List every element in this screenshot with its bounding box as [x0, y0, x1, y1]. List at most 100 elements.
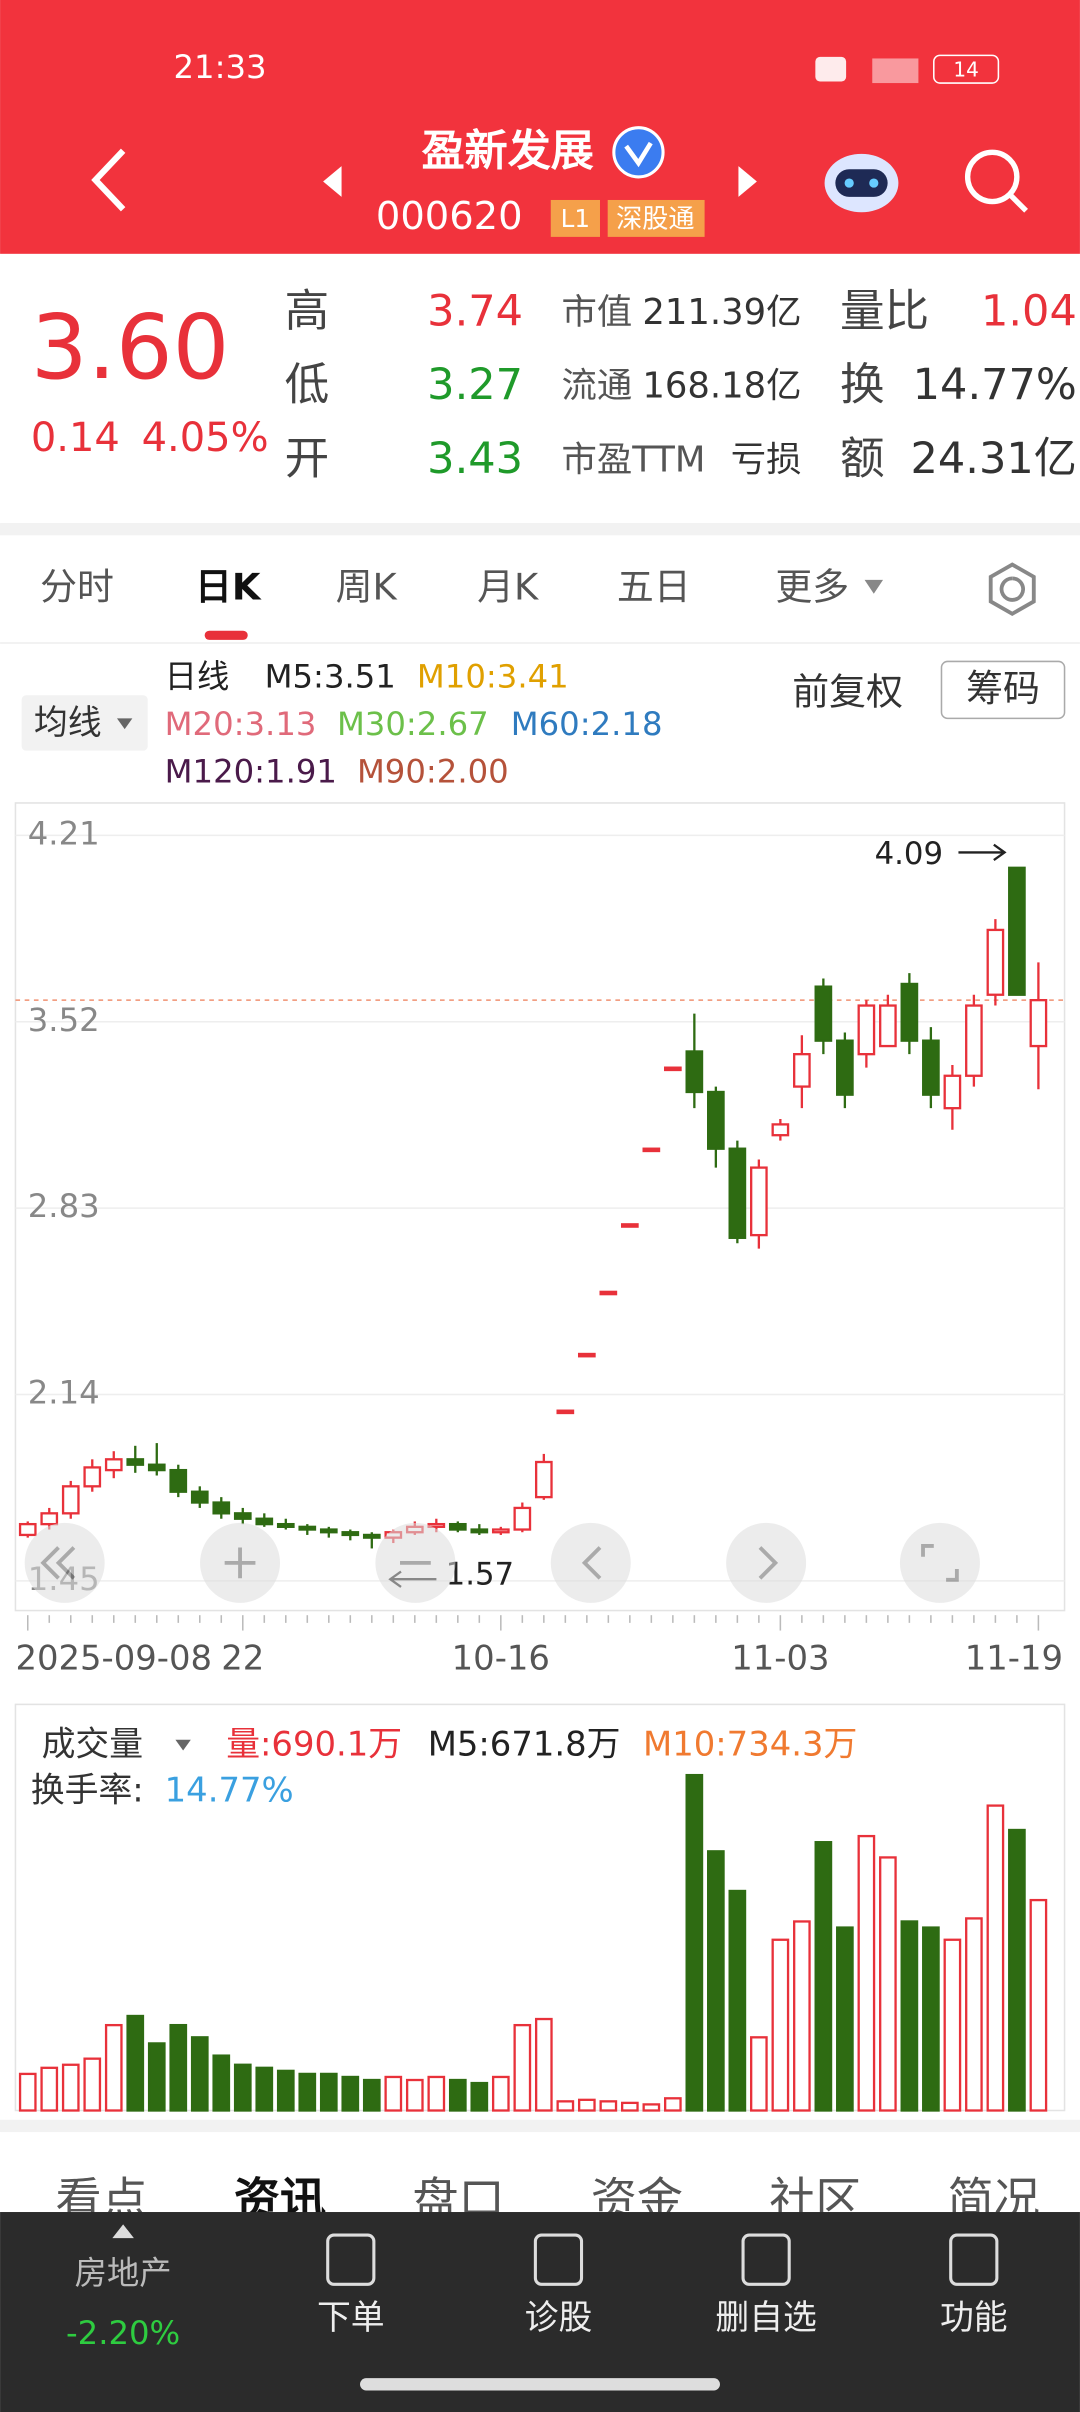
- tool-label[interactable]: 诊股: [525, 2298, 593, 2337]
- stat-value: 168.18亿: [642, 366, 801, 407]
- stat-value: 1.04: [981, 286, 1077, 336]
- volume-bar: [298, 2072, 317, 2112]
- candle-body: [319, 1528, 338, 1534]
- volume-bar: [965, 1917, 983, 2112]
- home-indicator: [360, 2378, 720, 2391]
- nav-next[interactable]: [726, 1522, 807, 1603]
- stat-label: 高: [285, 285, 330, 337]
- sector-name[interactable]: 房地产: [75, 2254, 172, 2292]
- candle-body: [922, 1039, 940, 1096]
- volume-bar: [104, 2023, 123, 2112]
- candle-body: [900, 982, 919, 1042]
- turnover-value: 14.77%: [165, 1771, 294, 1810]
- candle-body: [534, 1460, 553, 1499]
- tool-label[interactable]: 删自选: [715, 2298, 816, 2337]
- volume-bar: [61, 2063, 80, 2112]
- volume-bar: [836, 1926, 854, 2112]
- candle-body: [61, 1485, 80, 1515]
- stock-name: 盈新发展: [422, 126, 594, 176]
- volume-bar: [470, 2081, 489, 2112]
- volume-bar: [685, 1773, 704, 2112]
- chips-button[interactable]: [940, 660, 1066, 720]
- volume-bar: [642, 2103, 661, 2112]
- volume-arrow: [175, 1739, 191, 1751]
- badge-sgt: [607, 199, 705, 237]
- candle-body: [879, 1004, 897, 1048]
- price: 3.60: [31, 296, 230, 400]
- ma-button[interactable]: [21, 695, 148, 751]
- candle-body: [212, 1501, 231, 1515]
- period-tab[interactable]: 分时: [40, 566, 114, 609]
- volume-bar: [534, 2017, 553, 2112]
- kline-frame: [14, 802, 1066, 1612]
- robot-icon[interactable]: [824, 153, 899, 213]
- y-tick-label: 2.14: [28, 1373, 100, 1411]
- candle-body: [83, 1466, 102, 1488]
- period-tab[interactable]: 月K: [477, 566, 539, 609]
- volume-bar: [319, 2072, 338, 2112]
- candle-body: [126, 1458, 145, 1466]
- ma-item: M90:2.00: [357, 753, 509, 791]
- quote-stats: 高 3.74 市值 211.39亿 量比 1.04 低 3.27 流通 168.18亿换 14.77…: [285, 285, 1077, 485]
- stat-value: 亏损: [731, 439, 802, 480]
- volume-bar: [341, 2075, 360, 2112]
- candle-body: [943, 1074, 962, 1110]
- header-bg: [0, 0, 1080, 254]
- volume-bar: [1029, 1898, 1048, 2112]
- adjust-mode[interactable]: 前复权: [792, 670, 903, 713]
- period-tabs: 分时 日K 周K 月K 五日 更多: [40, 566, 849, 609]
- badge-l1: [550, 199, 600, 237]
- candle-body: [341, 1531, 360, 1537]
- volume-bar: [427, 2075, 446, 2112]
- badge-sgt-text: 深股通: [616, 204, 694, 234]
- candle-body: [599, 1290, 618, 1296]
- nav-prev[interactable]: [550, 1522, 631, 1603]
- volume-bar: [190, 2036, 209, 2112]
- candle-body: [620, 1223, 639, 1228]
- volume-bar: [750, 2036, 768, 2112]
- volume-bar: [233, 2063, 252, 2112]
- period-tab[interactable]: 日K: [195, 566, 262, 609]
- volume-bar: [491, 2075, 510, 2112]
- toolbar: 下单 诊股 删自选 功能: [317, 2233, 1008, 2337]
- candle-body: [836, 1039, 854, 1096]
- candle-body: [190, 1490, 209, 1504]
- tool-label[interactable]: 功能: [940, 2298, 1008, 2337]
- back-button[interactable]: [91, 148, 126, 212]
- nav-first[interactable]: [24, 1522, 105, 1603]
- sector-change: -2.20%: [66, 2314, 180, 2352]
- candle-body: [255, 1517, 274, 1526]
- candle-body: [728, 1147, 747, 1239]
- more-arrow: [864, 579, 884, 594]
- search-icon[interactable]: [964, 149, 1028, 213]
- candle-body: [707, 1090, 725, 1150]
- y-tick-label: 2.83: [28, 1187, 100, 1225]
- period-tab[interactable]: 五日: [617, 566, 691, 609]
- stat-label: 流通: [562, 366, 633, 407]
- stat-value: 24.31亿: [911, 434, 1077, 484]
- volume-bar: [362, 2078, 381, 2112]
- volume-bar: [879, 1856, 897, 2112]
- battery-level: 14: [953, 57, 978, 81]
- y-tick-label: 3.52: [28, 1001, 100, 1039]
- candle-body: [40, 1512, 59, 1526]
- volume-bar: [448, 2078, 467, 2112]
- next-stock[interactable]: [738, 166, 757, 197]
- candle-body: [491, 1528, 510, 1534]
- separator: [0, 523, 1080, 536]
- hd-icon: [815, 56, 847, 82]
- candle-body: [556, 1409, 575, 1415]
- ma-item: 日线: [165, 657, 230, 695]
- x-tick-label: 2025-09-08: [15, 1638, 212, 1677]
- settings-icon[interactable]: [988, 562, 1036, 616]
- min-label: 1.57: [446, 1557, 514, 1593]
- tool-label[interactable]: 下单: [317, 2298, 385, 2337]
- prev-stock[interactable]: [323, 166, 342, 197]
- fullscreen[interactable]: [899, 1522, 980, 1603]
- period-tab[interactable]: 周K: [336, 566, 398, 609]
- candle-body: [814, 985, 833, 1042]
- period-tab[interactable]: 更多: [775, 566, 849, 609]
- candle-body: [298, 1525, 317, 1531]
- candle-body: [664, 1066, 682, 1072]
